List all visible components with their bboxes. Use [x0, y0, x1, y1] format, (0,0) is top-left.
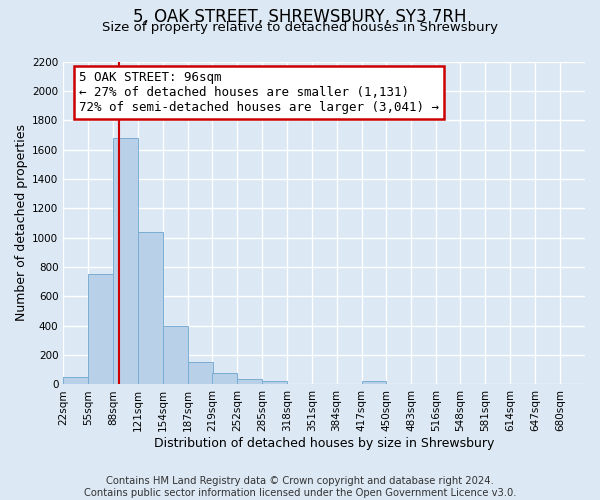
Text: 5 OAK STREET: 96sqm
← 27% of detached houses are smaller (1,131)
72% of semi-det: 5 OAK STREET: 96sqm ← 27% of detached ho…: [79, 71, 439, 114]
Bar: [63, 377, 88, 384]
X-axis label: Distribution of detached houses by size in Shrewsbury: Distribution of detached houses by size …: [154, 437, 494, 450]
Text: 5, OAK STREET, SHREWSBURY, SY3 7RH: 5, OAK STREET, SHREWSBURY, SY3 7RH: [133, 8, 467, 26]
Bar: [262, 381, 287, 384]
Bar: [113, 138, 138, 384]
Bar: [138, 232, 163, 384]
Text: Size of property relative to detached houses in Shrewsbury: Size of property relative to detached ho…: [102, 21, 498, 34]
Text: Contains HM Land Registry data © Crown copyright and database right 2024.
Contai: Contains HM Land Registry data © Crown c…: [84, 476, 516, 498]
Y-axis label: Number of detached properties: Number of detached properties: [15, 124, 28, 322]
Bar: [362, 381, 386, 384]
Bar: [163, 326, 188, 384]
Bar: [88, 274, 113, 384]
Bar: [212, 372, 237, 384]
Bar: [188, 362, 213, 384]
Bar: [237, 378, 262, 384]
